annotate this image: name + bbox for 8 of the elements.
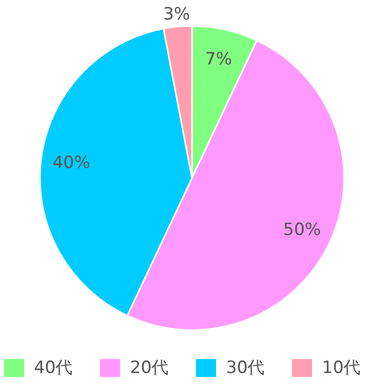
legend-label: 40代 xyxy=(34,358,73,378)
data-label: 50% xyxy=(283,220,321,240)
legend-label: 10代 xyxy=(322,358,361,378)
data-label: 40% xyxy=(52,152,90,173)
legend-label: 30代 xyxy=(226,358,265,378)
data-label: 7% xyxy=(205,49,232,70)
legend-label: 20代 xyxy=(130,358,169,378)
data-label: 3% xyxy=(163,4,190,25)
